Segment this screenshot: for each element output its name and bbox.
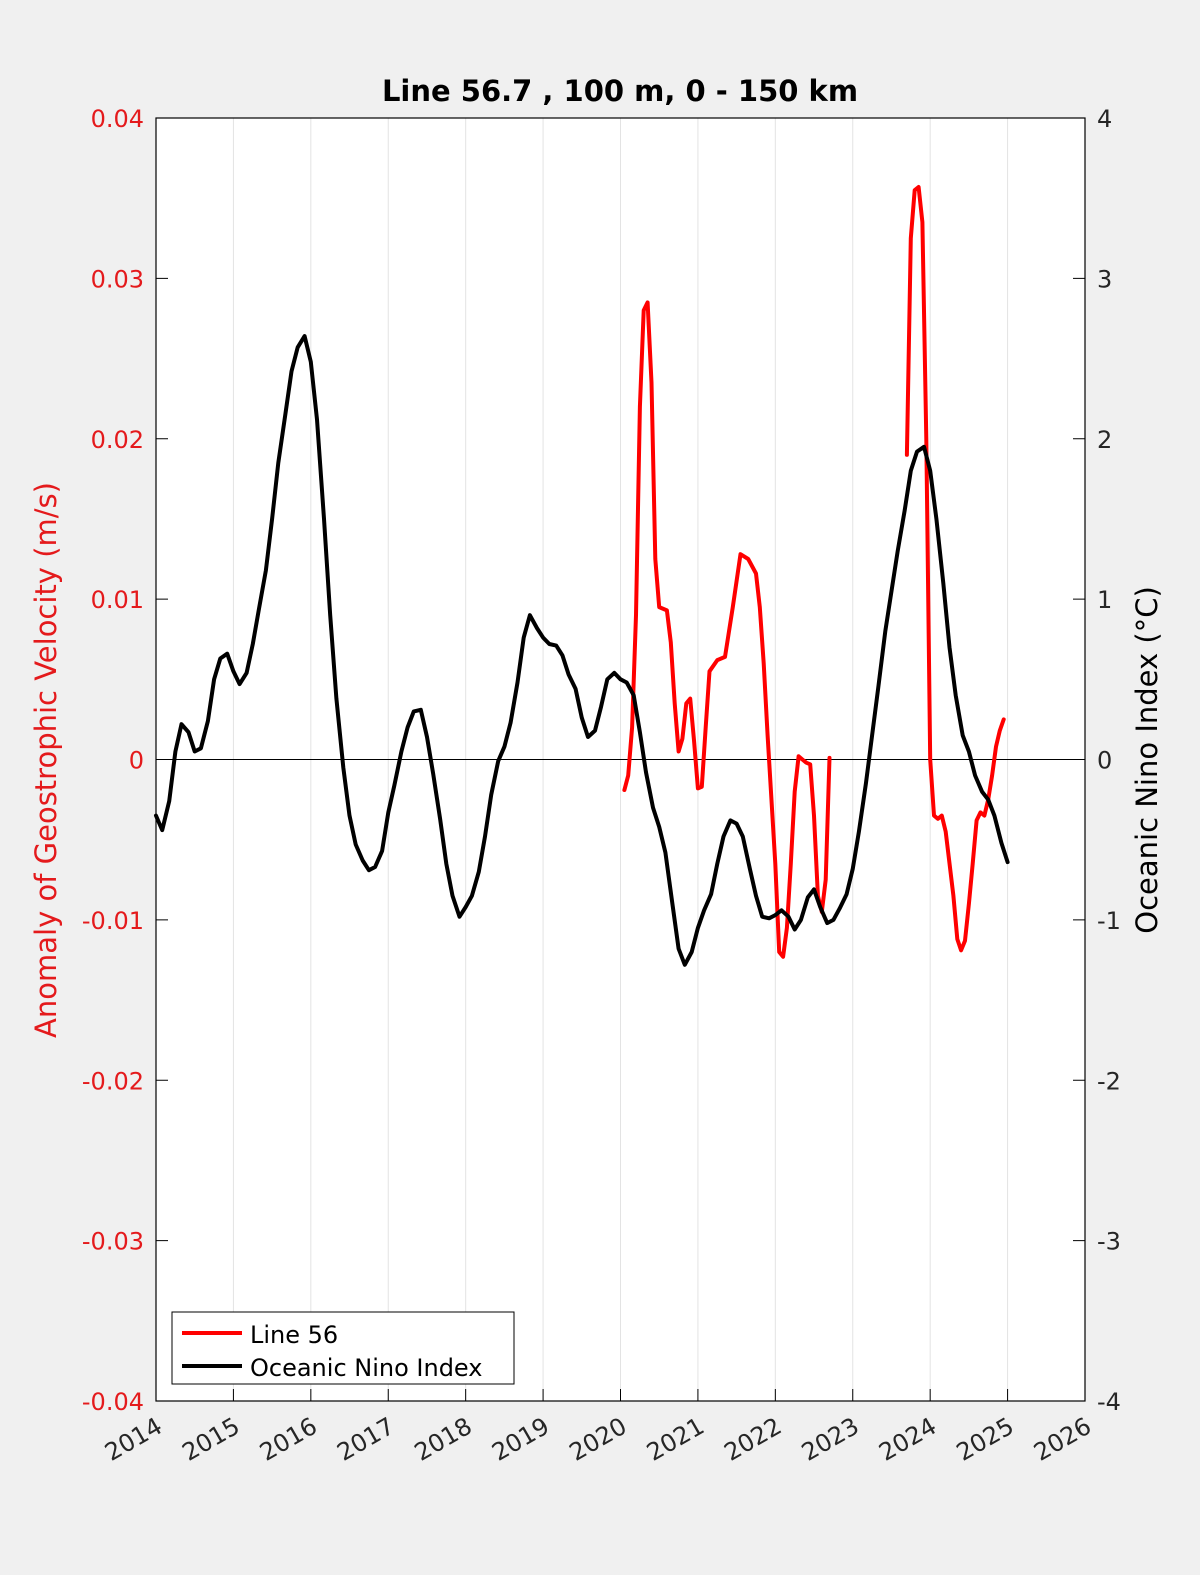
legend-label-line56: Line 56 [250, 1321, 338, 1349]
right-y-axis-label: Oceanic Nino Index (°C) [1130, 586, 1164, 934]
right-y-tick-label: 3 [1097, 265, 1112, 293]
x-tick-label: 2015 [178, 1412, 245, 1467]
x-tick-label: 2016 [255, 1412, 322, 1467]
x-tick-label: 2017 [332, 1412, 399, 1467]
x-tick-label: 2018 [410, 1412, 477, 1467]
left-y-tick-label: 0 [129, 747, 144, 775]
series-oni-segment-0 [154, 334, 1010, 967]
left-y-axis: -0.04 -0.03 -0.02 -0.01 0 0.01 0.02 0.03 0.04 [82, 105, 168, 1416]
legend: Line 56 Oceanic Nino Index [171, 1311, 515, 1385]
left-y-tick-label: 0.03 [91, 265, 144, 293]
x-tick-label: 2025 [952, 1412, 1019, 1467]
chart-title: Line 56.7 , 100 m, 0 - 150 km [382, 74, 858, 108]
left-y-tick-label: -0.03 [82, 1228, 144, 1256]
series-line56-segment-0 [622, 300, 832, 959]
right-y-tick-label: 0 [1097, 747, 1112, 775]
legend-box [171, 1311, 515, 1385]
x-tick-label: 2019 [487, 1412, 554, 1467]
x-tick-label: 2024 [874, 1412, 941, 1467]
left-y-axis-label: Anomaly of Geostrophic Velocity (m/s) [29, 482, 63, 1038]
right-y-tick-label: 2 [1097, 426, 1112, 454]
right-y-tick-label: -2 [1097, 1067, 1121, 1095]
right-y-tick-label: 1 [1097, 586, 1112, 614]
right-y-tick-label: -3 [1097, 1228, 1121, 1256]
right-y-axis: -4 -3 -2 -1 0 1 2 3 4 [1073, 105, 1121, 1416]
left-y-tick-label: 0.04 [91, 105, 144, 133]
series-layer [154, 185, 1010, 967]
x-tick-label: 2014 [100, 1412, 167, 1467]
right-y-tick-label: -4 [1097, 1388, 1121, 1416]
right-y-tick-label: 4 [1097, 105, 1112, 133]
right-y-tick-label: -1 [1097, 907, 1121, 935]
left-y-tick-label: -0.04 [82, 1388, 144, 1416]
legend-label-oni: Oceanic Nino Index [250, 1354, 482, 1382]
left-y-tick-label: 0.02 [91, 426, 144, 454]
left-y-tick-label: -0.02 [82, 1067, 144, 1095]
x-tick-label: 2023 [797, 1412, 864, 1467]
x-tick-label: 2022 [719, 1412, 786, 1467]
x-tick-label: 2020 [565, 1412, 632, 1467]
x-tick-label: 2026 [1029, 1412, 1096, 1467]
x-tick-label: 2021 [642, 1412, 709, 1467]
left-y-tick-label: 0.01 [91, 586, 144, 614]
left-y-tick-label: -0.01 [82, 907, 144, 935]
